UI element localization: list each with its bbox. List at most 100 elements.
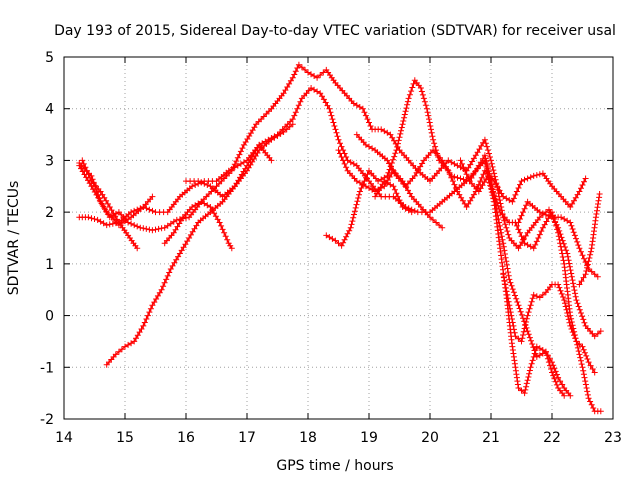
data-point bbox=[103, 222, 110, 229]
data-point bbox=[506, 276, 513, 283]
data-point bbox=[527, 364, 534, 371]
y-tick-label: 1 bbox=[45, 257, 54, 273]
data-point bbox=[366, 119, 372, 126]
data-point bbox=[481, 179, 488, 186]
data-point bbox=[449, 178, 456, 185]
data-point bbox=[571, 197, 577, 204]
data-point bbox=[552, 368, 559, 375]
data-point bbox=[297, 98, 304, 105]
data-point bbox=[405, 207, 412, 214]
data-point bbox=[320, 96, 327, 103]
data-point bbox=[469, 158, 476, 165]
data-point bbox=[504, 291, 511, 298]
x-tick-label: 14 bbox=[55, 430, 73, 446]
data-point bbox=[391, 186, 398, 193]
series-sat-11 bbox=[372, 178, 415, 216]
data-point bbox=[405, 187, 411, 194]
data-point bbox=[375, 178, 382, 185]
data-point bbox=[176, 250, 183, 257]
data-point bbox=[579, 252, 586, 259]
data-point bbox=[503, 258, 510, 265]
data-point bbox=[358, 185, 365, 191]
data-point bbox=[338, 154, 345, 160]
data-point bbox=[564, 310, 571, 316]
data-point bbox=[500, 243, 507, 250]
data-point bbox=[560, 240, 567, 247]
data-point bbox=[460, 176, 467, 183]
data-point bbox=[156, 289, 163, 296]
data-point bbox=[483, 143, 490, 150]
data-point bbox=[88, 215, 95, 222]
x-tick-label: 21 bbox=[482, 430, 500, 446]
data-point bbox=[500, 271, 507, 278]
data-point bbox=[588, 401, 595, 408]
data-point bbox=[501, 278, 508, 285]
data-point bbox=[79, 157, 86, 164]
data-point bbox=[454, 188, 461, 195]
data-point bbox=[559, 237, 566, 244]
data-point bbox=[396, 134, 403, 141]
data-point bbox=[286, 123, 293, 130]
data-point bbox=[97, 188, 104, 195]
data-point bbox=[131, 222, 138, 229]
data-point bbox=[149, 302, 156, 309]
data-point bbox=[354, 198, 361, 205]
data-point bbox=[158, 286, 165, 293]
data-point bbox=[505, 269, 512, 276]
data-point bbox=[552, 378, 559, 385]
data-point bbox=[459, 197, 466, 204]
data-point bbox=[484, 172, 491, 179]
data-point bbox=[538, 228, 545, 235]
data-point bbox=[451, 173, 458, 180]
data-point bbox=[515, 185, 522, 191]
data-point bbox=[291, 71, 298, 78]
data-point bbox=[104, 211, 111, 218]
data-point bbox=[504, 295, 511, 302]
data-point bbox=[348, 221, 355, 228]
data-point bbox=[505, 298, 512, 305]
data-point bbox=[588, 268, 595, 275]
data-point bbox=[110, 210, 117, 217]
data-point bbox=[518, 311, 525, 318]
data-point bbox=[140, 225, 147, 232]
data-point bbox=[441, 160, 447, 167]
data-point bbox=[384, 177, 391, 184]
data-point bbox=[524, 377, 531, 384]
data-point bbox=[506, 197, 513, 204]
y-tick-label: -1 bbox=[40, 360, 54, 376]
data-point bbox=[294, 65, 301, 71]
data-point bbox=[329, 116, 336, 123]
data-point bbox=[207, 204, 214, 210]
data-point bbox=[335, 136, 342, 143]
data-point bbox=[536, 294, 543, 301]
data-point bbox=[581, 349, 588, 356]
data-point bbox=[470, 155, 477, 162]
data-point bbox=[518, 338, 525, 345]
data-point bbox=[576, 188, 583, 195]
data-point bbox=[430, 216, 436, 223]
data-point bbox=[555, 233, 562, 240]
data-point bbox=[582, 381, 589, 388]
data-point bbox=[147, 305, 154, 312]
data-point bbox=[475, 188, 482, 195]
data-point bbox=[149, 193, 156, 200]
data-point bbox=[319, 93, 325, 100]
data-point bbox=[581, 374, 588, 381]
data-point bbox=[85, 214, 92, 221]
data-point bbox=[509, 286, 516, 293]
data-point bbox=[433, 219, 440, 226]
data-point bbox=[562, 303, 569, 310]
data-point bbox=[524, 175, 531, 182]
data-point bbox=[487, 154, 493, 160]
data-point bbox=[513, 188, 520, 195]
x-tick-label: 22 bbox=[543, 430, 561, 446]
data-point bbox=[594, 330, 601, 337]
data-point bbox=[526, 334, 533, 341]
data-point bbox=[470, 171, 477, 178]
x-axis-label: GPS time / hours bbox=[276, 458, 393, 474]
data-point bbox=[497, 200, 504, 207]
data-point bbox=[583, 385, 590, 391]
data-point bbox=[548, 366, 554, 372]
x-tick-label: 19 bbox=[360, 430, 378, 446]
data-point bbox=[128, 209, 135, 216]
